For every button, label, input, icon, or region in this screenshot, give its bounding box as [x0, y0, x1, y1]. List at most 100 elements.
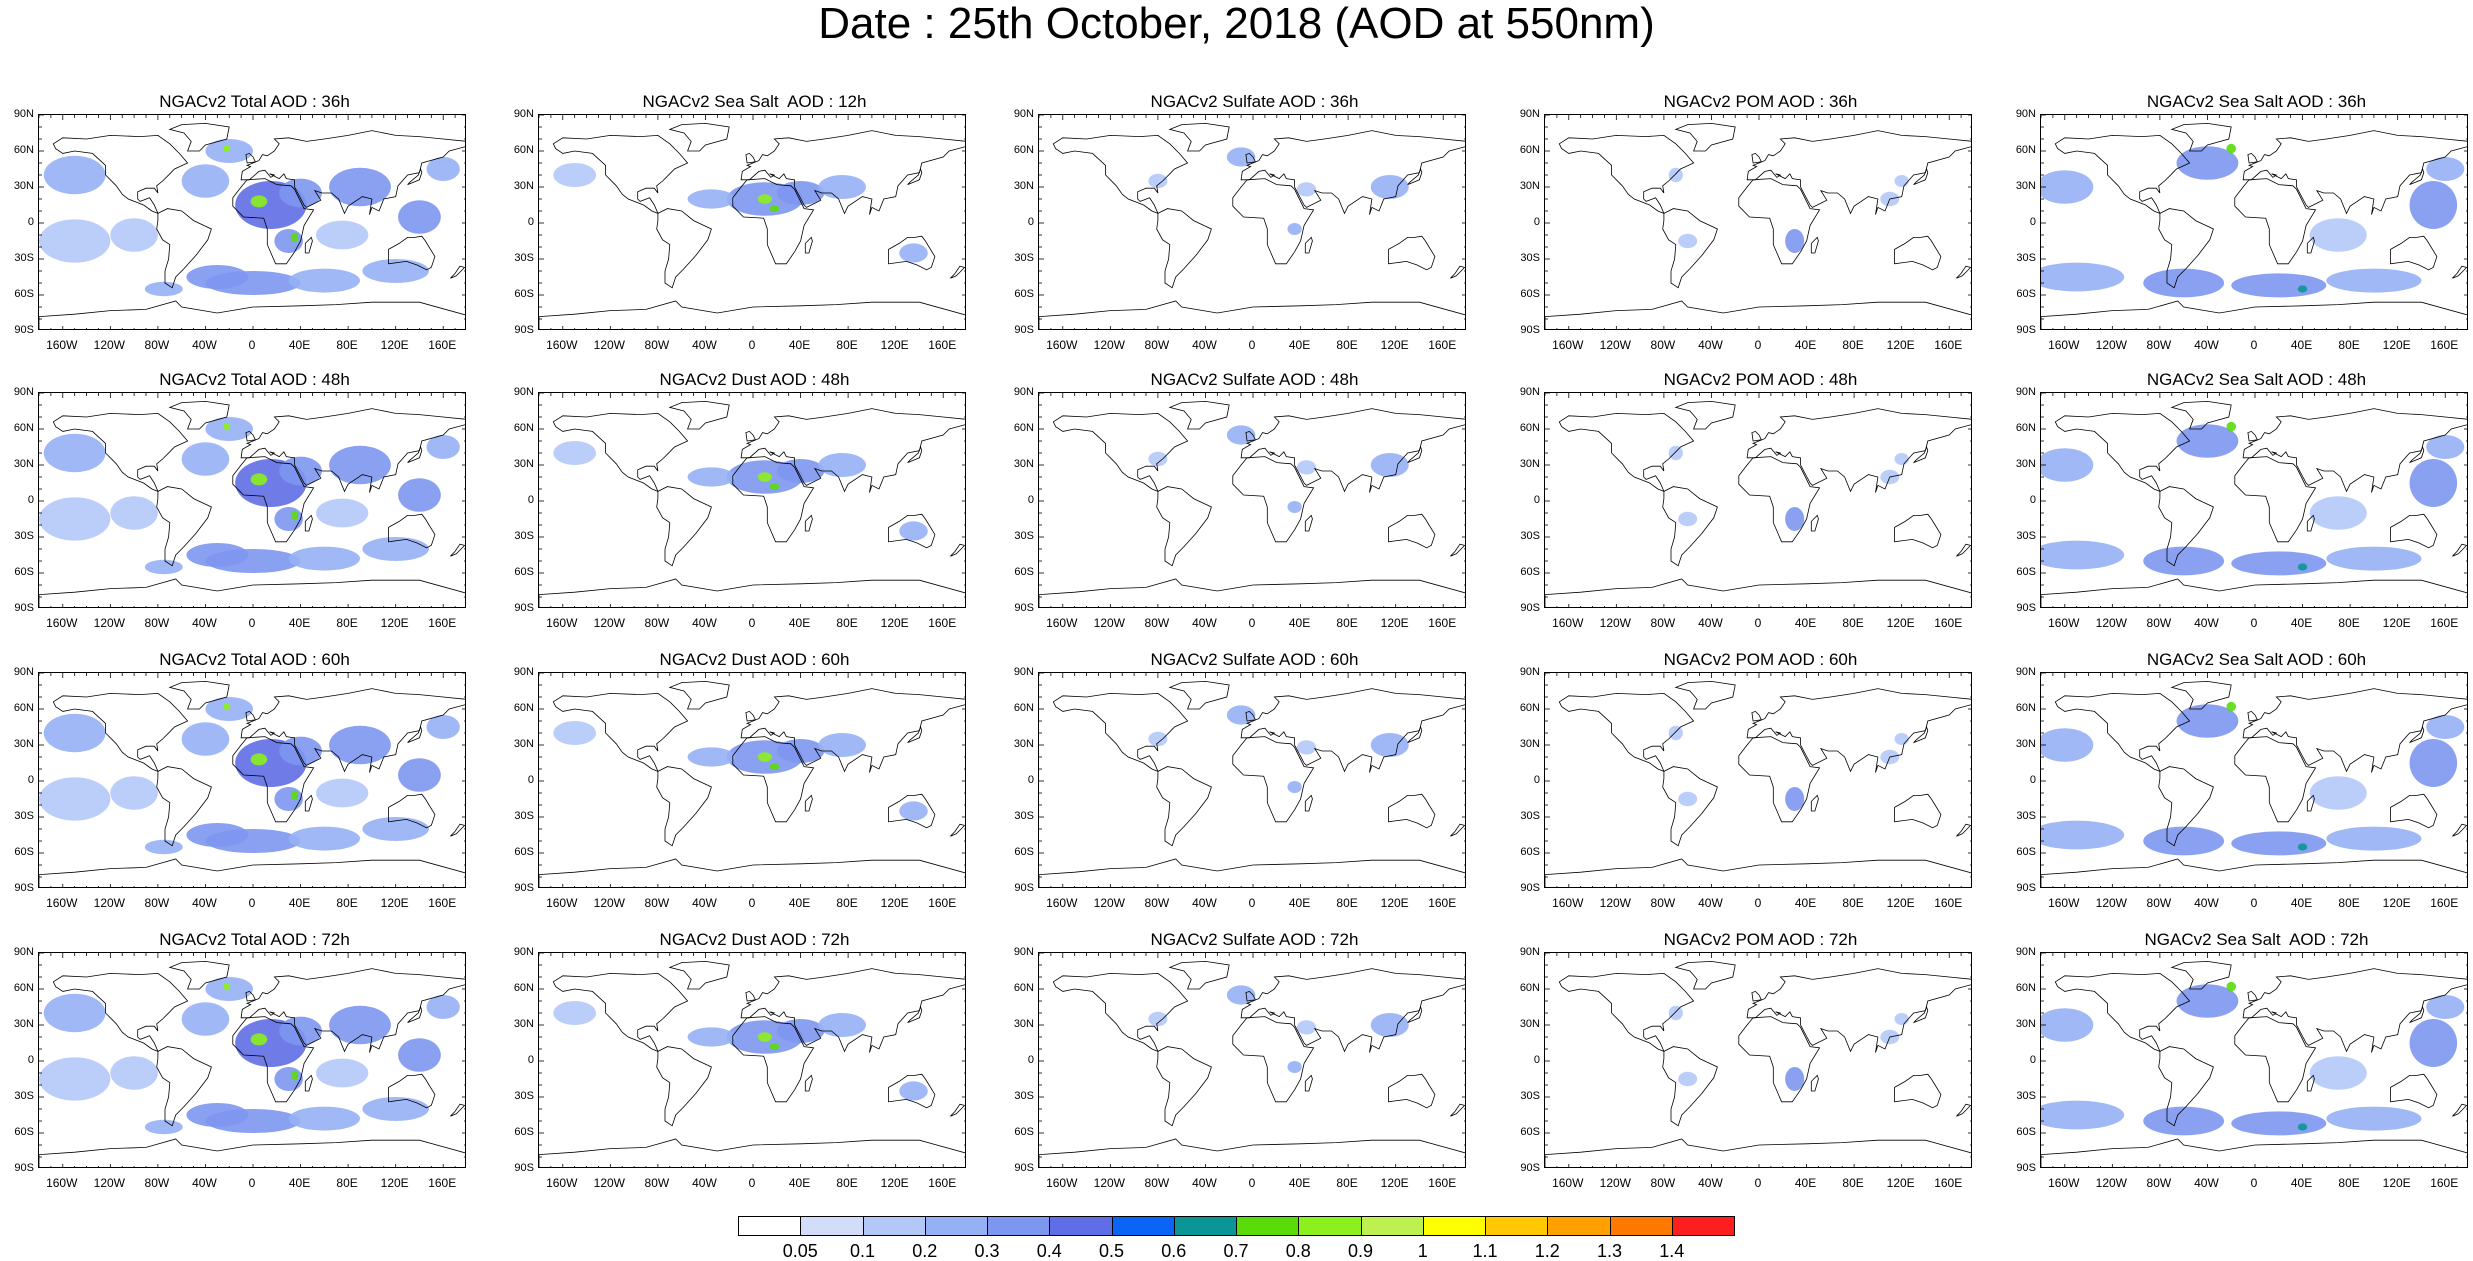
lat-label: 60S	[2016, 1126, 2036, 1138]
lon-label: 160W	[1552, 1176, 1584, 1190]
aod-plume	[776, 181, 825, 205]
lon-label: 0	[1248, 338, 1256, 352]
coastline-japan	[907, 725, 923, 743]
map-frame	[2040, 392, 2468, 608]
colorbar-swatch	[1173, 1216, 1237, 1236]
lat-label: 90S	[14, 324, 34, 336]
lon-label: 40W	[1192, 896, 1217, 910]
lon-label: 120W	[593, 338, 625, 352]
colorbar-label: 0.8	[1285, 1241, 1311, 1261]
aod-plume	[1894, 453, 1909, 465]
map-frame	[538, 114, 966, 330]
lon-label: 0	[748, 616, 756, 630]
aod-plume	[426, 157, 460, 181]
lat-label: 30S	[514, 252, 534, 264]
aod-plume	[687, 1027, 736, 1047]
lon-label: 40E	[2290, 338, 2313, 352]
map-panel: NGACv2 Sea Salt AOD : 36h 90N 60N 30N 0 30S 60…	[2002, 92, 2472, 362]
lon-label: 120E	[880, 616, 909, 630]
lat-label: 30S	[1520, 252, 1540, 264]
aod-plume	[43, 993, 106, 1033]
lon-label: 0	[248, 338, 256, 352]
coastline-africa	[1738, 736, 1821, 823]
lat-label: 90S	[514, 324, 534, 336]
lon-label: 40W	[1698, 338, 1723, 352]
coastline-newzealand	[2452, 265, 2467, 279]
lon-label: 120W	[1599, 1176, 1631, 1190]
lon-label: 80W	[644, 616, 670, 630]
lon-label: 80W	[2146, 616, 2172, 630]
aod-plume	[426, 715, 460, 739]
aod-plume	[776, 1019, 825, 1043]
map-frame	[1544, 114, 1972, 330]
coastline-eurasia	[1746, 688, 1971, 773]
lon-label: 40E	[2290, 896, 2313, 910]
aod-plume	[2226, 143, 2236, 154]
lat-label: 90S	[514, 1162, 534, 1174]
lat-label: 90N	[1519, 666, 1540, 678]
coastline-eurasia	[240, 688, 465, 773]
coastline-antarctica	[1039, 1138, 1465, 1167]
lon-label: 40W	[1698, 896, 1723, 910]
colorbar-swatch	[1111, 1216, 1175, 1236]
aod-plume	[1894, 733, 1909, 745]
coastline-samerica	[656, 208, 712, 289]
lat-label: 30N	[1013, 458, 1034, 470]
map-frame	[1544, 952, 1972, 1168]
lon-label: 80W	[644, 1176, 670, 1190]
map-frame	[38, 952, 466, 1168]
lat-label: 0	[2029, 1054, 2036, 1066]
coastline-japan	[907, 167, 923, 185]
lon-label: 0	[2250, 896, 2258, 910]
aod-plume	[398, 200, 441, 234]
colorbar-swatch	[1236, 1216, 1300, 1236]
coastline-namerica	[552, 692, 689, 773]
colorbar-label: 1.1	[1472, 1241, 1498, 1261]
coastline-greenland	[1674, 960, 1736, 990]
coastline-greenland	[168, 960, 230, 990]
lat-label: 0	[27, 494, 34, 506]
map-frame	[2040, 114, 2468, 330]
coastline-samerica	[1662, 1046, 1718, 1127]
aod-plume	[2176, 146, 2239, 180]
lat-label: 30S	[1014, 530, 1034, 542]
coastline-eurasia	[1746, 408, 1971, 493]
lon-label: 160W	[2048, 616, 2080, 630]
lon-label: 120E	[1380, 1176, 1409, 1190]
map-frame	[538, 392, 966, 608]
aod-plume	[288, 826, 360, 851]
lon-label: 160E	[1428, 1176, 1457, 1190]
lat-label: 0	[2029, 774, 2036, 786]
lon-label: 160E	[1428, 616, 1457, 630]
lon-label: 40W	[1698, 1176, 1723, 1190]
lon-label: 80E	[2338, 896, 2360, 910]
lon-label: 40E	[1794, 616, 1817, 630]
colorbar-label: 1.2	[1534, 1241, 1560, 1261]
coastline-greenland	[668, 680, 730, 710]
lat-label: 60S	[14, 846, 34, 858]
lat-label: 60S	[1014, 288, 1034, 300]
map-frame	[2040, 672, 2468, 888]
coastline-uk	[245, 710, 257, 722]
lat-label: 30N	[1013, 1018, 1034, 1030]
aod-plume	[2041, 262, 2125, 292]
aod-plume	[553, 1001, 597, 1025]
coastline-uk	[745, 990, 757, 1002]
coastline-uk	[1751, 710, 1763, 722]
map-panel: NGACv2 Sulfate AOD : 36h 90N 60N 30N 0 30S 60S…	[1000, 92, 1470, 362]
coastline-samerica	[1156, 766, 1212, 847]
aod-plume	[110, 218, 158, 252]
aod-plume	[1296, 740, 1317, 755]
colorbar-swatch	[738, 1216, 802, 1236]
colorbar-swatch	[1547, 1216, 1611, 1236]
colorbar-swatch	[862, 1216, 926, 1236]
lon-label: 160E	[2430, 338, 2459, 352]
panel-title: NGACv2 Dust AOD : 72h	[659, 930, 850, 949]
lon-label: 160W	[46, 896, 78, 910]
aod-plume	[1678, 233, 1698, 249]
coastline-australia	[1894, 1073, 1942, 1109]
lon-label: 120E	[1886, 896, 1915, 910]
map-frame	[538, 672, 966, 888]
aod-plume	[181, 164, 230, 198]
panel-title: NGACv2 POM AOD : 48h	[1663, 370, 1858, 389]
